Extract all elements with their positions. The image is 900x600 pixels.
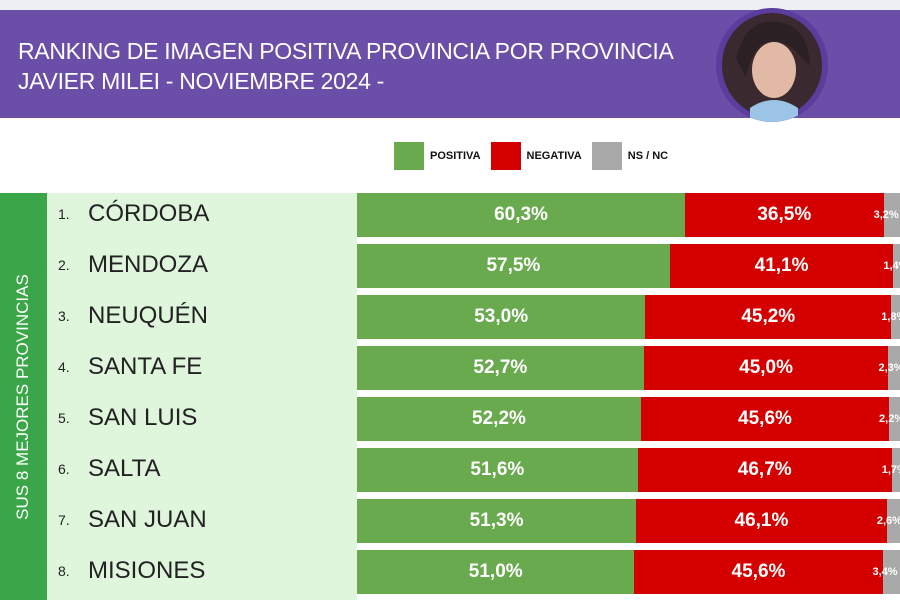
- bar-nsnc: 1,7%: [873, 448, 900, 492]
- legend-item-positiva: POSITIVA: [394, 142, 481, 170]
- bar-row: 5. SAN LUIS 52,2% 45,6% 2,2%: [0, 397, 900, 441]
- top-strip: [0, 0, 900, 10]
- data-label: 45,6%: [731, 561, 786, 582]
- bar-nsnc: 2,3%: [870, 346, 900, 390]
- bar-positiva: 51,6%: [357, 448, 638, 492]
- bar-row: 3. NEUQUÉN 53,0% 45,2% 1,8%: [0, 295, 900, 339]
- bar-row: 8. MISIONES 51,0% 45,6% 3,4%: [0, 550, 900, 594]
- bar-area: 60,3% 36,5% 3,2%: [357, 193, 900, 237]
- chart-title-line2: JAVIER MILEI - NOVIEMBRE 2024 -: [18, 68, 385, 94]
- province-label: CÓRDOBA: [88, 200, 210, 227]
- bar-row: 6. SALTA 51,6% 46,7% 1,7%: [0, 448, 900, 492]
- bar-area: 52,7% 45,0% 2,3%: [357, 346, 900, 390]
- bar-negativa: 45,6%: [634, 550, 883, 594]
- data-label: 53,0%: [474, 306, 529, 327]
- province-label: SANTA FE: [88, 353, 203, 380]
- data-label: 51,6%: [470, 459, 525, 480]
- bar-row: 7. SAN JUAN 51,3% 46,1% 2,6%: [0, 499, 900, 543]
- data-label: 1,8%: [881, 311, 900, 323]
- bar-positiva: 53,0%: [357, 295, 646, 339]
- legend-swatch: [591, 142, 622, 170]
- bar-positiva: 51,3%: [357, 499, 637, 543]
- rank-number: 8.: [58, 563, 70, 579]
- data-label: 3,4%: [872, 566, 898, 578]
- bar-nsnc: 1,4%: [875, 244, 900, 288]
- bar-positiva: 52,2%: [357, 397, 641, 441]
- bar-negativa: 41,1%: [669, 244, 894, 288]
- bar-area: 52,2% 45,6% 2,2%: [357, 397, 900, 441]
- bar-negativa: 46,1%: [636, 499, 887, 543]
- data-label: 3,2%: [873, 209, 899, 221]
- data-label: 60,3%: [494, 204, 548, 225]
- bar-negativa: 36,5%: [685, 193, 884, 237]
- side-label-band: SUS 8 MEJORES PROVINCIAS: [0, 193, 47, 600]
- legend-label: NS / NC: [627, 150, 669, 162]
- bar-area: 51,0% 45,6% 3,4%: [357, 550, 900, 594]
- rank-number: 4.: [58, 359, 70, 375]
- data-label: 46,7%: [737, 459, 792, 480]
- bar-negativa: 45,2%: [645, 295, 892, 339]
- bar-area: 57,5% 41,1% 1,4%: [357, 244, 900, 288]
- rank-number: 5.: [58, 410, 70, 426]
- rank-number: 6.: [58, 461, 70, 477]
- data-label: 51,0%: [468, 561, 523, 582]
- province-label: SAN JUAN: [88, 506, 207, 533]
- data-label: 45,2%: [741, 306, 796, 327]
- bar-area: 53,0% 45,2% 1,8%: [357, 295, 900, 339]
- data-label: 1,7%: [881, 464, 900, 476]
- data-label: 2,2%: [879, 413, 900, 425]
- data-label: 52,2%: [472, 408, 526, 429]
- legend-item-nsnc: NS / NC: [591, 142, 669, 170]
- bar-row: 2. MENDOZA 57,5% 41,1% 1,4%: [0, 244, 900, 288]
- data-label: 57,5%: [486, 255, 541, 276]
- chart-title-line1: RANKING DE IMAGEN POSITIVA PROVINCIA POR…: [18, 38, 674, 64]
- bar-row: 1. CÓRDOBA 60,3% 36,5% 3,2%: [0, 193, 900, 237]
- legend-swatch: [394, 142, 424, 170]
- legend-label: POSITIVA: [430, 150, 481, 162]
- rank-number: 3.: [58, 308, 70, 324]
- bar-positiva: 52,7%: [357, 346, 644, 390]
- data-label: 41,1%: [754, 255, 809, 276]
- province-label: MENDOZA: [88, 251, 208, 278]
- bar-negativa: 45,6%: [640, 397, 890, 441]
- bar-area: 51,6% 46,7% 1,7%: [357, 448, 900, 492]
- bar-nsnc: 2,2%: [871, 397, 900, 441]
- labels-column: [47, 193, 357, 600]
- bar-negativa: 46,7%: [637, 448, 892, 492]
- bar-area: 51,3% 46,1% 2,6%: [357, 499, 900, 543]
- province-label: SALTA: [88, 455, 161, 482]
- bar-nsnc: 2,6%: [868, 499, 900, 543]
- data-label: 45,6%: [738, 408, 792, 429]
- legend-item-negativa: NEGATIVA: [490, 142, 582, 170]
- data-label: 2,3%: [878, 362, 900, 374]
- legend-swatch: [490, 142, 521, 170]
- data-label: 2,6%: [876, 515, 900, 527]
- province-label: SAN LUIS: [88, 404, 198, 431]
- rank-number: 1.: [58, 206, 70, 222]
- data-label: 1,4%: [883, 260, 900, 272]
- data-label: 46,1%: [734, 510, 789, 531]
- bar-positiva: 57,5%: [357, 244, 670, 288]
- bar-negativa: 45,0%: [643, 346, 889, 390]
- legend: POSITIVA NEGATIVA NS / NC: [394, 142, 678, 170]
- bar-positiva: 51,0%: [357, 550, 635, 594]
- province-label: NEUQUÉN: [88, 302, 209, 329]
- data-label: 45,0%: [739, 357, 794, 378]
- data-label: 52,7%: [473, 357, 528, 378]
- bar-nsnc: 3,4%: [864, 550, 900, 594]
- rank-number: 7.: [58, 512, 70, 528]
- data-label: 51,3%: [469, 510, 524, 531]
- bar-row: 4. SANTA FE 52,7% 45,0% 2,3%: [0, 346, 900, 390]
- data-label: 36,5%: [757, 204, 812, 225]
- portrait-photo-icon: [716, 8, 828, 122]
- legend-label: NEGATIVA: [526, 150, 582, 162]
- rank-number: 2.: [58, 257, 70, 273]
- bar-nsnc: 1,8%: [873, 295, 900, 339]
- bar-positiva: 60,3%: [357, 193, 686, 237]
- province-label: MISIONES: [88, 557, 206, 584]
- bar-nsnc: 3,2%: [865, 193, 900, 237]
